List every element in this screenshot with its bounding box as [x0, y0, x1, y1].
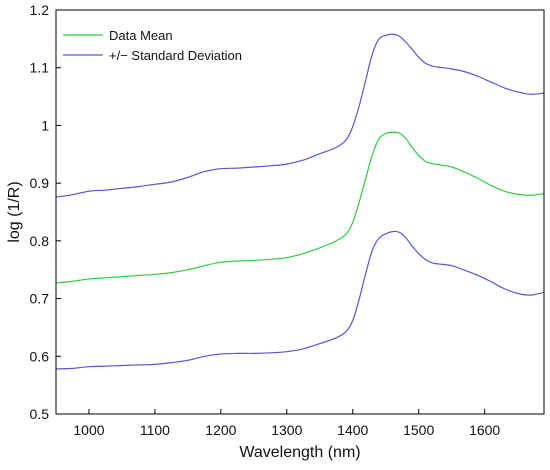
series-layer — [55, 33, 545, 370]
y-tick-label: 0.9 — [30, 175, 50, 191]
y-tick-label: 1 — [41, 117, 49, 133]
series-line-upper — [55, 33, 545, 198]
x-axis-label: Wavelength (nm) — [239, 444, 360, 461]
x-tick-label: 1100 — [140, 422, 170, 438]
y-tick-label: 0.6 — [30, 348, 50, 364]
x-axis-ticks: 1000 1100 1200 1300 1400 1500 1600 — [73, 409, 500, 438]
x-tick-label: 1000 — [73, 422, 104, 438]
x-tick-label: 1400 — [337, 422, 368, 438]
legend-label-standard-deviation: +/− Standard Deviation — [109, 48, 242, 63]
y-tick-label: 1.2 — [30, 2, 50, 18]
legend-label-data-mean: Data Mean — [109, 28, 173, 43]
plot-area — [56, 10, 544, 414]
y-tick-label: 0.7 — [30, 291, 50, 307]
x-tick-label: 1500 — [403, 422, 434, 438]
y-axis-label: log (1/R) — [6, 181, 23, 242]
y-tick-label: 0.8 — [30, 233, 50, 249]
x-tick-label: 1200 — [205, 422, 236, 438]
x-tick-label: 1600 — [469, 422, 500, 438]
y-tick-label: 0.5 — [30, 406, 50, 422]
legend: Data Mean +/− Standard Deviation — [63, 28, 242, 63]
y-tick-label: 1.1 — [30, 60, 50, 76]
series-line-mean — [55, 131, 545, 284]
x-tick-label: 1300 — [271, 422, 302, 438]
plot-frame — [55, 9, 545, 415]
series-line-lower — [55, 230, 545, 370]
y-axis-ticks: 0.5 0.6 0.7 0.8 0.9 1 1.1 1.2 — [30, 2, 61, 422]
